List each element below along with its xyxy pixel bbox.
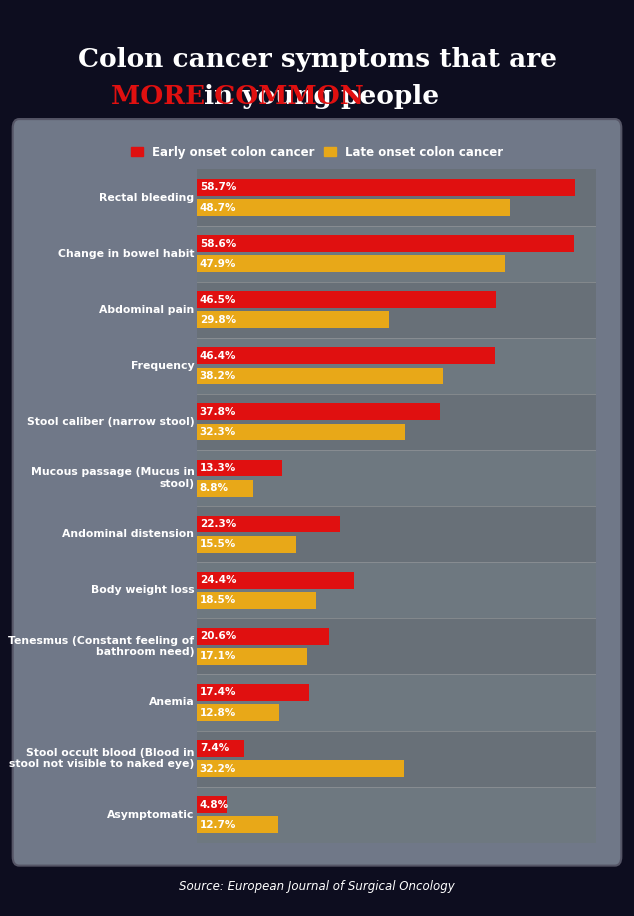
Text: Frequency: Frequency: [131, 361, 195, 371]
Bar: [197, 256, 505, 272]
Bar: [197, 235, 574, 252]
Text: Anemia: Anemia: [148, 697, 195, 707]
Bar: [197, 516, 340, 532]
Legend: Early onset colon cancer, Late onset colon cancer: Early onset colon cancer, Late onset col…: [128, 143, 506, 161]
Text: 29.8%: 29.8%: [200, 315, 236, 325]
Text: 17.1%: 17.1%: [200, 651, 236, 661]
Text: 8.8%: 8.8%: [200, 483, 229, 493]
Bar: [197, 674, 634, 731]
Text: 22.3%: 22.3%: [200, 519, 236, 529]
Text: 7.4%: 7.4%: [200, 744, 229, 754]
Bar: [197, 338, 634, 394]
Text: 58.6%: 58.6%: [200, 238, 236, 248]
Bar: [197, 787, 634, 843]
Bar: [197, 403, 440, 420]
Bar: [197, 506, 634, 562]
Bar: [197, 169, 634, 225]
Bar: [197, 460, 282, 476]
Bar: [197, 704, 279, 721]
Text: 47.9%: 47.9%: [200, 258, 236, 268]
Bar: [197, 536, 296, 552]
Text: Tenesmus (Constant feeling of
bathroom need): Tenesmus (Constant feeling of bathroom n…: [8, 636, 195, 657]
Bar: [197, 740, 244, 757]
Bar: [197, 347, 495, 365]
Bar: [197, 796, 228, 813]
Bar: [197, 225, 634, 282]
Text: Stool occult blood (Blood in
stool not visible to naked eye): Stool occult blood (Blood in stool not v…: [9, 747, 195, 769]
Bar: [197, 562, 634, 618]
Bar: [197, 684, 309, 701]
Text: Asymptomatic: Asymptomatic: [107, 810, 195, 820]
Text: 48.7%: 48.7%: [200, 202, 236, 213]
Text: 4.8%: 4.8%: [200, 800, 229, 810]
Text: 18.5%: 18.5%: [200, 595, 236, 605]
Bar: [197, 282, 634, 338]
Text: Body weight loss: Body weight loss: [91, 585, 195, 595]
Text: Colon cancer symptoms that are: Colon cancer symptoms that are: [77, 47, 557, 72]
Text: 32.3%: 32.3%: [200, 427, 236, 437]
Text: 12.8%: 12.8%: [200, 707, 236, 717]
Bar: [197, 627, 329, 645]
Bar: [197, 816, 278, 834]
Text: Change in bowel habit: Change in bowel habit: [58, 248, 195, 258]
Bar: [197, 423, 404, 441]
Text: in young people: in young people: [195, 83, 439, 109]
Bar: [197, 618, 634, 674]
Bar: [197, 291, 496, 308]
Text: 17.4%: 17.4%: [200, 687, 236, 697]
Bar: [197, 592, 316, 609]
Text: Stool caliber (narrow stool): Stool caliber (narrow stool): [27, 417, 195, 427]
Text: 32.2%: 32.2%: [200, 764, 236, 774]
Bar: [197, 311, 389, 328]
Text: Abdominal pain: Abdominal pain: [99, 305, 195, 315]
Bar: [197, 648, 307, 665]
Text: Source: European Journal of Surgical Oncology: Source: European Journal of Surgical Onc…: [179, 880, 455, 893]
Text: 46.4%: 46.4%: [200, 351, 236, 361]
Text: 13.3%: 13.3%: [200, 463, 236, 473]
Text: 58.7%: 58.7%: [200, 182, 236, 192]
Bar: [197, 394, 634, 450]
Bar: [197, 179, 574, 196]
Text: 46.5%: 46.5%: [200, 295, 236, 305]
Text: 20.6%: 20.6%: [200, 631, 236, 641]
Text: MORE COMMON: MORE COMMON: [111, 83, 364, 109]
Text: Andominal distension: Andominal distension: [62, 529, 195, 540]
Text: 15.5%: 15.5%: [200, 540, 236, 550]
Bar: [197, 450, 634, 506]
Bar: [197, 367, 443, 385]
Bar: [197, 480, 253, 496]
Text: 38.2%: 38.2%: [200, 371, 236, 381]
Text: 12.7%: 12.7%: [200, 820, 236, 830]
Bar: [197, 572, 354, 589]
Text: 37.8%: 37.8%: [200, 407, 236, 417]
Bar: [197, 199, 510, 216]
Text: Mucous passage (Mucus in
stool): Mucous passage (Mucus in stool): [30, 467, 195, 489]
Bar: [197, 760, 404, 777]
Text: 24.4%: 24.4%: [200, 575, 236, 585]
Bar: [197, 731, 634, 787]
Text: Rectal bleeding: Rectal bleeding: [100, 192, 195, 202]
